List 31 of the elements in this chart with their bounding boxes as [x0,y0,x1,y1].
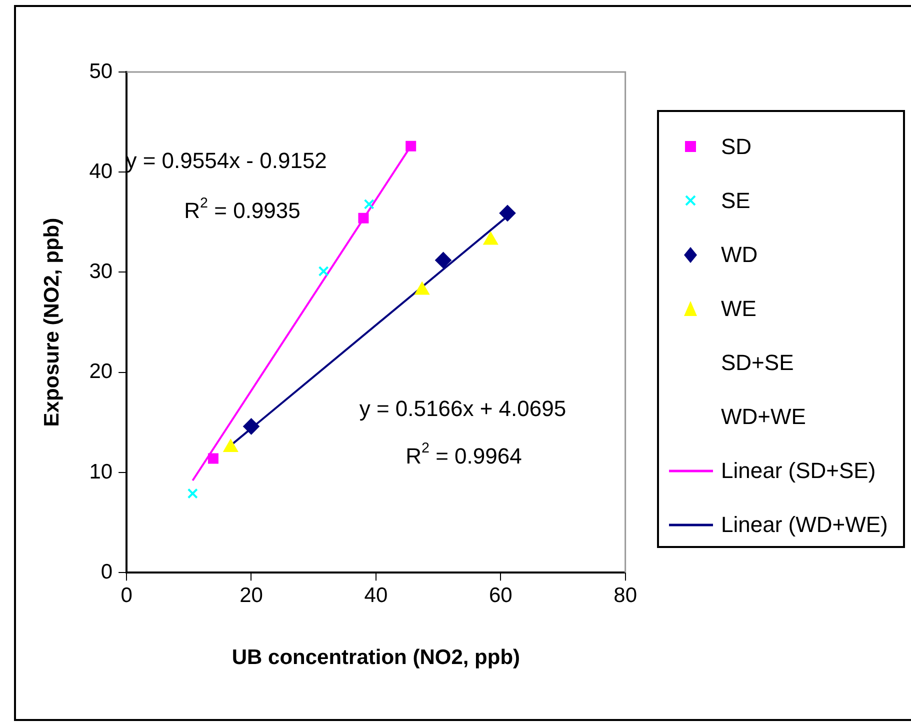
point [208,453,218,464]
y-tick-label: 50 [89,60,113,83]
text: SD+SE [721,350,794,376]
x-axis-title: UB concentration (NO2, ppb) [232,646,520,670]
x-tick-label: 0 [120,584,132,607]
y-tick-label: 30 [89,260,113,284]
point [318,266,329,276]
annotation: y = 0.5166x + 4.0695 [359,396,566,421]
point [435,252,452,268]
y-tick-label: 10 [89,460,113,484]
point [364,198,374,210]
y-tick-label: 20 [89,360,113,384]
point [499,205,516,222]
x-tick-label: 20 [240,584,263,607]
point [406,140,416,152]
legend-label: WD [721,242,758,268]
text: WD+WE [721,404,806,430]
legend-label: WE [721,296,756,322]
x-tick-label: 60 [488,584,512,607]
x-tick-label: 40 [364,584,388,607]
point [243,418,260,434]
legend-label: SE [721,188,750,214]
legend-label: SD [721,134,752,160]
y-tick-label: 40 [89,160,113,183]
x-tick-label: 80 [614,584,637,607]
legend-label: Linear (SD+SE) [721,458,876,484]
y-axis-title: Exposure (NO2, ppb) [40,218,64,427]
point [187,488,198,499]
y-tick-label: 0 [100,560,113,584]
point [358,212,369,224]
legend-label: Linear (WD+WE) [721,512,888,538]
